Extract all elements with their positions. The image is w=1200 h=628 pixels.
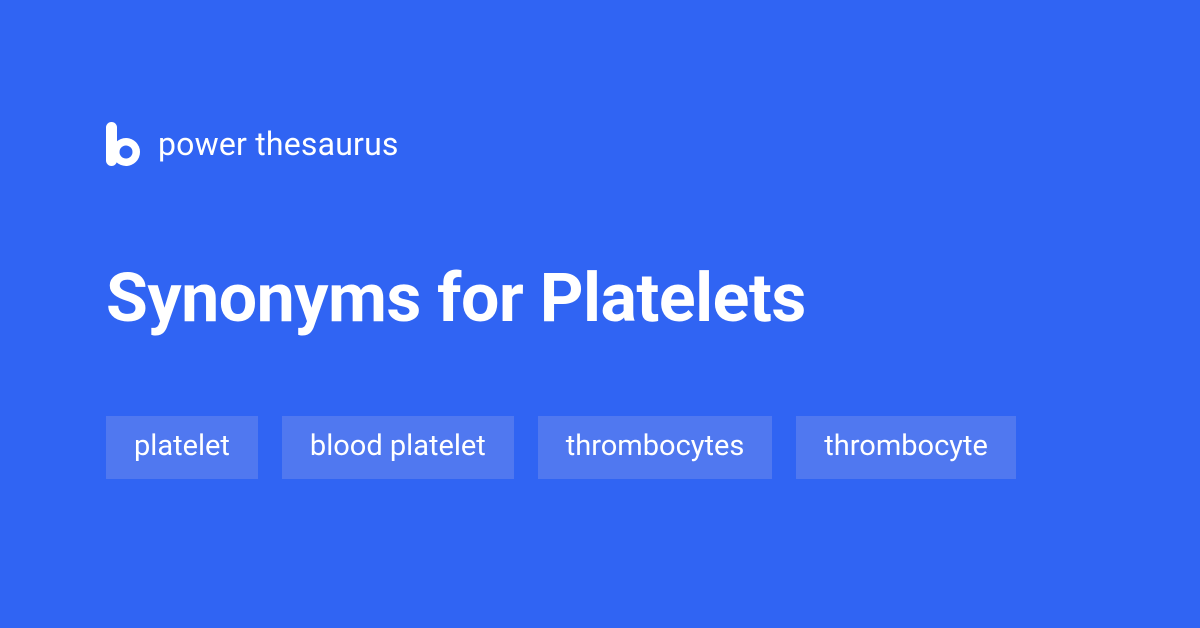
synonym-chip[interactable]: thrombocyte bbox=[796, 416, 1016, 479]
logo-icon bbox=[106, 122, 140, 166]
main-content: power thesaurus Synonyms for Platelets p… bbox=[106, 122, 1094, 479]
synonym-chip[interactable]: thrombocytes bbox=[538, 416, 773, 479]
page-title: Synonyms for Platelets bbox=[106, 258, 1094, 338]
synonym-chip[interactable]: blood platelet bbox=[282, 416, 514, 479]
brand-name: power thesaurus bbox=[158, 125, 399, 163]
synonym-chips: platelet blood platelet thrombocytes thr… bbox=[106, 416, 1094, 479]
synonym-chip[interactable]: platelet bbox=[106, 416, 258, 479]
brand-row: power thesaurus bbox=[106, 122, 1094, 166]
